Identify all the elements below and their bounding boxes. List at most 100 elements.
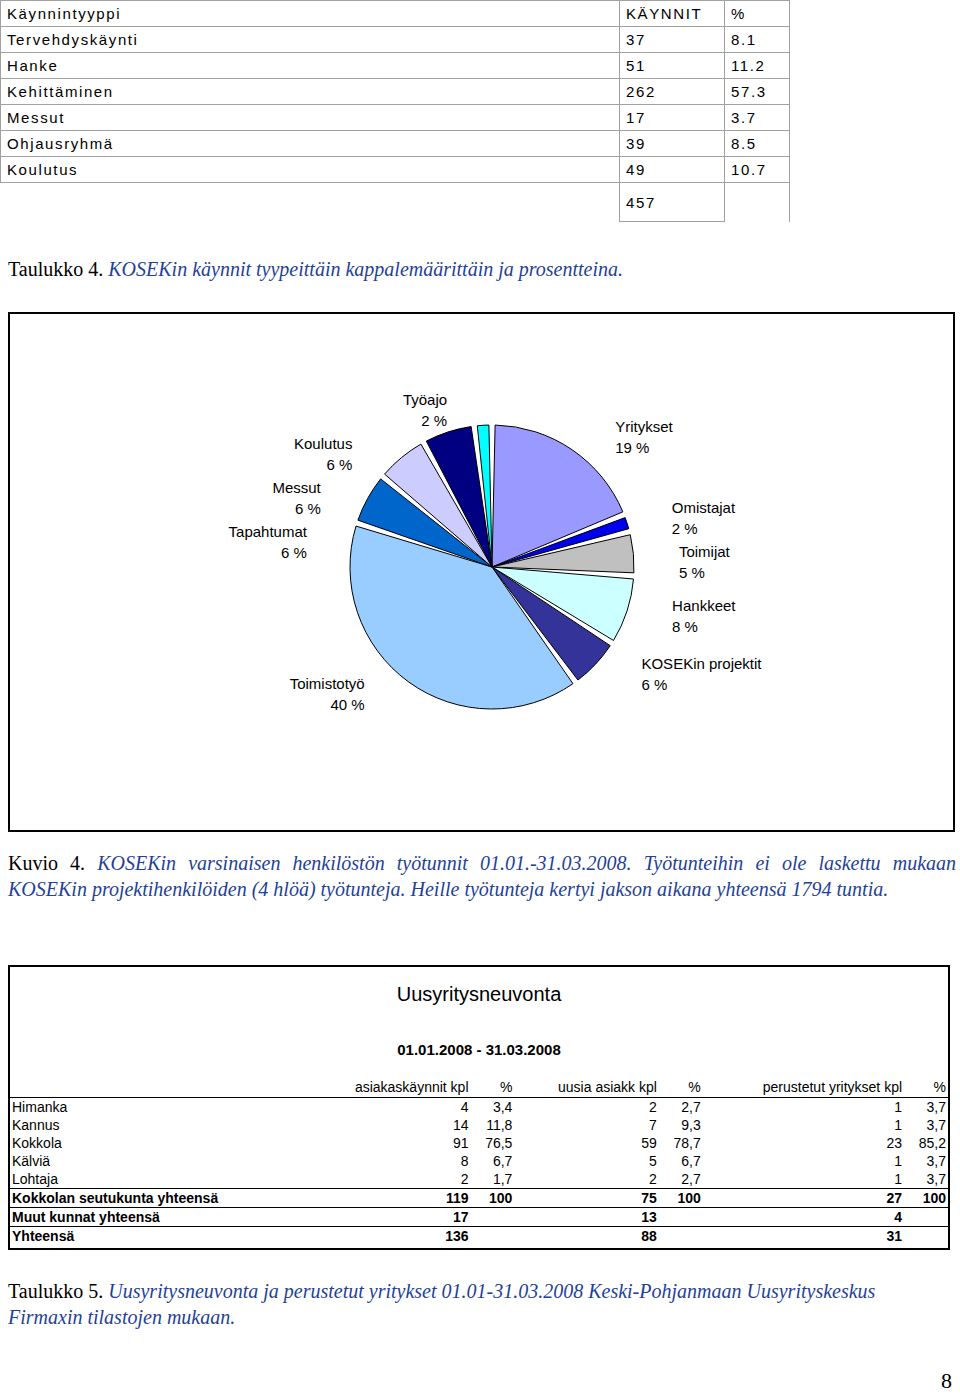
html-text:Taulukko 5. Uusyritysneuvonta: Taulukko 5. Uusyritysneuvonta ja peruste… [8,1280,876,1328]
html-text:17: 17 [452,1209,469,1225]
svg-text:6 %: 6 % [641,676,667,693]
html-text:KÄYNNIT: KÄYNNIT [626,5,703,22]
html-text:2: 2 [649,1099,657,1115]
html-text:2: 2 [460,1171,469,1187]
html-text:31: 31 [886,1228,902,1244]
svg-text:Tapahtumat: Tapahtumat [229,523,308,540]
html-text:1: 1 [894,1153,902,1169]
html-text:100: 100 [922,1190,946,1206]
html-text:37: 37 [626,31,646,48]
html-text:Kokkolan seutukunta yhteensä: Kokkolan seutukunta yhteensä [12,1190,219,1206]
svg-text:Hankkeet: Hankkeet [672,597,736,614]
svg-text:6 %: 6 % [295,500,321,517]
html-text:1: 1 [894,1099,902,1115]
html-text:asiakaskäynnit kpl: asiakaskäynnit kpl [354,1079,469,1095]
svg-text:40 %: 40 % [331,696,365,713]
html-text:perustetut yritykset kpl: perustetut yritykset kpl [762,1079,902,1095]
html-text:KOSEKin varsinaisen henkilöstö: KOSEKin varsinaisen henkilöstön työtunni… [8,852,956,900]
html-text:Koulutus: Koulutus [7,161,79,178]
html-text:3,7: 3,7 [926,1099,946,1115]
svg-text:Koulutus: Koulutus [294,435,352,452]
html-text:Muut kunnat yhteensä: Muut kunnat yhteensä [12,1209,160,1225]
html-text:3,4: 3,4 [492,1099,513,1115]
html-text:457: 457 [626,193,656,211]
html-text:Kuvio 4.: Kuvio 4. [8,852,86,874]
html-text:6,7: 6,7 [681,1153,701,1169]
svg-text:Toimijat: Toimijat [679,543,731,560]
svg-text:KOSEKin projektit: KOSEKin projektit [641,655,762,672]
html-text:Kälviä: Kälviä [12,1153,51,1169]
html-text:1,7: 1,7 [492,1171,513,1187]
html-text:11.2: 11.2 [731,57,766,74]
html-text:85,2: 85,2 [918,1135,946,1151]
html-text:57.3: 57.3 [731,83,767,100]
html-text:8: 8 [941,1368,952,1393]
html-text:3,7: 3,7 [926,1117,946,1133]
html-text:136: 136 [445,1228,469,1244]
html-text:Taulukko 4. KOSEKin käynnit ty: Taulukko 4. KOSEKin käynnit tyypeittäin … [8,258,623,280]
html-text:Käynnintyyppi: Käynnintyyppi [7,5,122,22]
html-text:1: 1 [894,1117,902,1133]
svg-text:2 %: 2 % [672,520,698,537]
svg-text:Yritykset: Yritykset [615,418,673,435]
svg-text:19 %: 19 % [615,439,649,456]
svg-text:Toimistotyö: Toimistotyö [290,675,365,692]
html-text:4: 4 [460,1099,469,1115]
html-text:100: 100 [677,1190,701,1206]
html-text:10.7: 10.7 [731,161,767,178]
svg-text:5 %: 5 % [679,564,705,581]
html-text:Tervehdyskäynti: Tervehdyskäynti [7,31,139,48]
html-text:7: 7 [649,1117,657,1133]
html-text:100: 100 [489,1190,513,1206]
svg-text:Omistajat: Omistajat [672,499,736,516]
html-text:01.01.2008 - 31.03.2008: 01.01.2008 - 31.03.2008 [397,1041,561,1058]
html-text:6,7: 6,7 [492,1153,513,1169]
html-text:3.7: 3.7 [731,109,757,126]
html-text:2,7: 2,7 [681,1099,701,1115]
html-text:23: 23 [886,1135,902,1151]
html-text:8: 8 [460,1153,469,1169]
html-text:49: 49 [626,161,646,178]
svg-text:Messut: Messut [272,479,321,496]
html-text:27: 27 [886,1190,902,1206]
html-text:Himanka: Himanka [12,1099,68,1115]
html-text:51: 51 [626,57,646,74]
html-text:Messut: Messut [7,109,65,126]
html-text:1: 1 [894,1171,902,1187]
html-text:14: 14 [452,1117,469,1133]
html-text:Kehittäminen: Kehittäminen [7,83,114,100]
html-text:2,7: 2,7 [681,1171,701,1187]
html-text:119: 119 [445,1190,469,1206]
svg-text:6 %: 6 % [327,456,353,473]
html-text:88: 88 [641,1228,657,1244]
svg-text:Työajo: Työajo [403,391,447,408]
html-text:8.5: 8.5 [731,135,757,152]
svg-text:2 %: 2 % [421,412,447,429]
html-text:Uusyritysneuvonta: Uusyritysneuvonta [396,983,562,1005]
html-text:3,7: 3,7 [926,1171,946,1187]
html-text:13: 13 [641,1209,657,1225]
html-text:Kokkola: Kokkola [12,1135,62,1151]
html-text:11,8: 11,8 [486,1117,513,1133]
html-text:75: 75 [641,1190,657,1206]
html-text:91: 91 [452,1135,469,1151]
svg-text:6 %: 6 % [281,544,307,561]
html-text:Ohjausryhmä: Ohjausryhmä [7,135,114,152]
html-text:Hanke: Hanke [7,57,59,74]
html-text:2: 2 [649,1171,657,1187]
html-text:9,3: 9,3 [681,1117,701,1133]
html-text:76,5: 76,5 [485,1135,513,1151]
html-text:8.1: 8.1 [731,31,757,48]
html-text:59: 59 [641,1135,657,1151]
svg-text:8 %: 8 % [672,618,698,635]
html-text:17: 17 [626,109,646,126]
html-text:Kannus: Kannus [12,1117,60,1133]
html-text:39: 39 [626,135,646,152]
html-text:3,7: 3,7 [926,1153,946,1169]
html-text:262: 262 [626,83,656,100]
html-text:uusia asiakk kpl: uusia asiakk kpl [558,1079,657,1095]
html-text:Yhteensä: Yhteensä [12,1228,75,1244]
html-text:Lohtaja: Lohtaja [12,1171,58,1187]
html-text:5: 5 [649,1153,657,1169]
html-text:78,7: 78,7 [673,1135,701,1151]
